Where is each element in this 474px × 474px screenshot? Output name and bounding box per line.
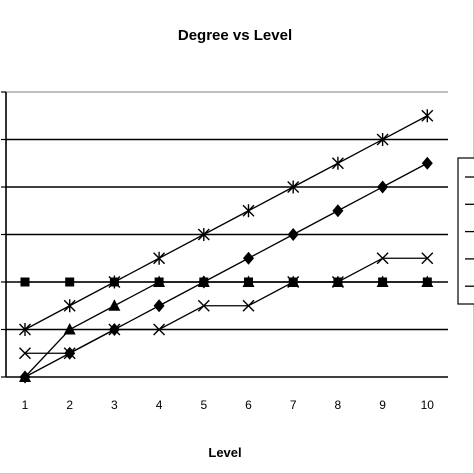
data-point xyxy=(63,323,76,335)
data-point xyxy=(332,204,344,218)
data-point xyxy=(153,323,166,336)
chart-title: Degree vs Level xyxy=(178,27,292,44)
data-point xyxy=(63,347,76,360)
series-asterisk xyxy=(19,109,434,336)
x-tick-label: 7 xyxy=(290,398,297,412)
series-x xyxy=(19,252,434,360)
x-tick-label: 3 xyxy=(111,398,118,412)
series-line xyxy=(24,281,428,378)
data-point xyxy=(242,275,255,287)
data-point xyxy=(63,299,76,313)
data-point xyxy=(108,323,121,336)
data-point xyxy=(331,156,344,170)
series-triangle xyxy=(19,275,434,382)
legend xyxy=(457,157,474,305)
data-point xyxy=(377,180,389,194)
data-point xyxy=(153,299,165,313)
data-point xyxy=(376,133,389,146)
data-point xyxy=(421,275,434,287)
x-tick-label: 6 xyxy=(245,398,252,412)
x-tick-label: 4 xyxy=(156,398,163,412)
data-point xyxy=(197,275,210,287)
x-axis-label: Level xyxy=(208,445,241,460)
data-point xyxy=(108,299,121,311)
series-line xyxy=(24,115,428,331)
data-point xyxy=(197,299,210,312)
data-point xyxy=(65,277,75,287)
data-point xyxy=(242,204,255,218)
data-point xyxy=(376,275,389,287)
data-point xyxy=(287,228,299,241)
data-point xyxy=(153,275,166,287)
data-point xyxy=(19,370,31,382)
data-point xyxy=(19,347,31,360)
x-tick-label: 10 xyxy=(421,398,435,412)
data-point xyxy=(20,277,30,287)
data-point xyxy=(197,228,210,241)
data-point xyxy=(287,180,300,194)
data-point xyxy=(421,252,434,265)
data-point xyxy=(376,252,389,265)
series-group xyxy=(19,109,434,384)
series-diamond xyxy=(19,156,433,384)
x-tick-label: 9 xyxy=(379,398,386,412)
data-point xyxy=(243,251,254,265)
data-point xyxy=(421,156,433,170)
grid xyxy=(6,91,448,331)
x-tick-label: 1 xyxy=(22,398,29,412)
data-point xyxy=(109,277,119,287)
data-point xyxy=(153,251,166,265)
axes: 1 2 3 4 5 6 7 8 9 10 xyxy=(1,91,448,412)
x-tick-label: 2 xyxy=(66,398,73,412)
x-tick-label: 5 xyxy=(200,398,207,412)
series-line xyxy=(25,257,428,354)
data-point xyxy=(242,299,255,312)
data-point xyxy=(19,323,31,336)
x-tick-label: 8 xyxy=(335,398,342,412)
data-point xyxy=(287,275,300,287)
data-point xyxy=(331,275,344,287)
data-point xyxy=(421,109,434,123)
